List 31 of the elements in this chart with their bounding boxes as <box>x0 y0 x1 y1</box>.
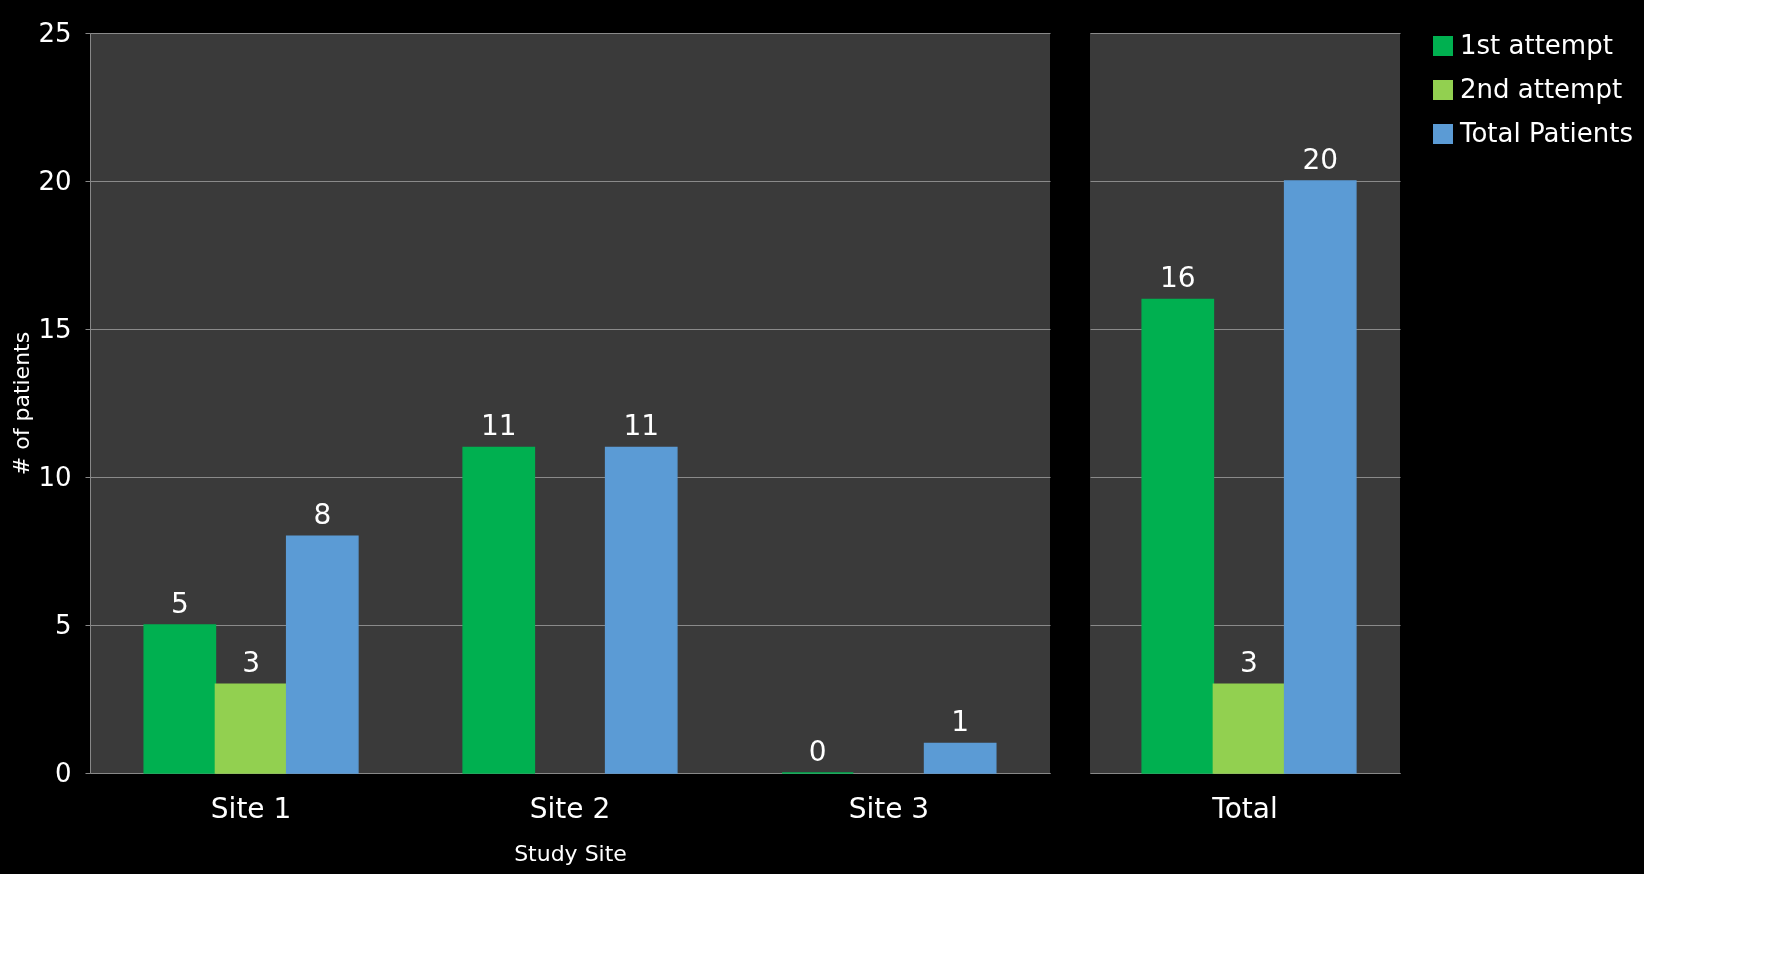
y-tick-label: 20 <box>38 165 72 196</box>
legend-label: Total Patients <box>1459 118 1634 148</box>
bar <box>923 742 997 774</box>
y-tick-label: 15 <box>38 313 72 344</box>
data-label: 3 <box>1240 646 1258 680</box>
y-tick-label: 10 <box>38 461 72 492</box>
y-tick-label: 25 <box>38 17 72 48</box>
bar <box>285 535 359 774</box>
data-label: 5 <box>170 587 189 620</box>
x-tick-label: Total <box>1211 791 1278 825</box>
bar <box>462 446 536 774</box>
data-label: 3 <box>242 646 260 680</box>
x-tick-label: Site 2 <box>529 791 611 825</box>
data-label: 16 <box>1159 261 1196 295</box>
data-label: 11 <box>623 409 660 443</box>
bar <box>143 624 217 774</box>
x-tick-label: Site 3 <box>848 791 930 825</box>
data-label: 8 <box>313 498 332 532</box>
data-label: 0 <box>808 735 827 768</box>
x-axis-title: Study Site <box>514 840 627 866</box>
y-axis-title: # of patients <box>9 331 35 476</box>
bar <box>214 683 288 774</box>
legend-label: 1st attempt <box>1460 30 1613 60</box>
data-label: 20 <box>1302 143 1339 176</box>
y-tick-label: 0 <box>54 757 72 788</box>
data-label: 1 <box>951 705 970 739</box>
x-tick-label: Site 1 <box>210 791 292 825</box>
data-label: 11 <box>480 409 517 443</box>
y-tick-label: 5 <box>54 609 72 640</box>
bar <box>604 446 678 774</box>
legend-label: 2nd attempt <box>1460 74 1623 104</box>
